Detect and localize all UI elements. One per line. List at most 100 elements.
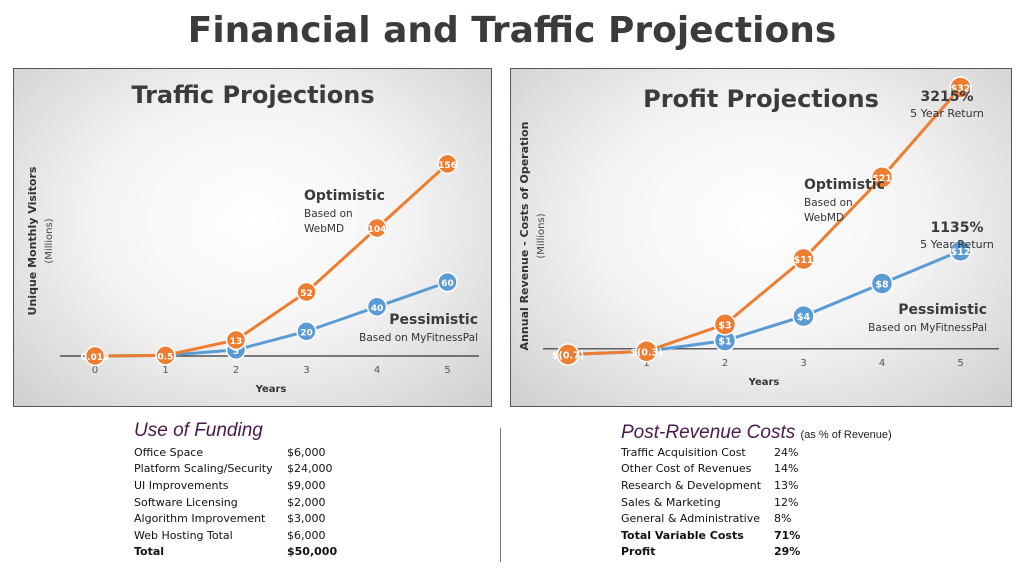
- x-tick-label: 3: [303, 365, 309, 376]
- costs-subtitle: (as % of Revenue): [800, 429, 892, 441]
- funding-row: UI Improvements $9,000: [134, 477, 337, 494]
- cost-row-label: General & Administrative: [621, 512, 760, 526]
- data-label: 5: [233, 347, 239, 357]
- return-percent: 1135%: [931, 220, 984, 236]
- data-label: 104: [368, 225, 387, 235]
- funding-row: Software Licensing $2,000: [134, 494, 337, 511]
- data-label: 13: [230, 337, 243, 347]
- data-point: [84, 345, 106, 367]
- funding-row: Algorithm Improvement $3,000: [134, 510, 337, 527]
- cost-row-value: 14%: [774, 462, 799, 476]
- data-point: [296, 281, 317, 303]
- traffic-chart-panel: Traffic Projections Unique Monthly Visito…: [13, 68, 492, 407]
- costs-table: Traffic Acquisition Cost 24% Other Cost of…: [621, 444, 800, 560]
- cost-total-row-label: Profit: [621, 545, 656, 559]
- data-label: $8: [875, 280, 889, 291]
- data-point: [366, 296, 388, 317]
- series-note: Based on: [304, 208, 353, 220]
- x-tick-label: 4: [374, 365, 380, 376]
- funding-row-label: Office Space: [134, 445, 204, 459]
- funding-row-label: Software Licensing: [134, 495, 238, 509]
- cost-row-label: Sales & Marketing: [621, 495, 721, 509]
- y-axis-label: Annual Revenue - Costs of Operation: [518, 122, 531, 351]
- x-tick-label: 1: [643, 358, 649, 369]
- data-label: $3: [718, 320, 731, 331]
- data-label: $(0.7): [552, 351, 584, 362]
- x-tick-label: 3: [800, 358, 806, 369]
- data-point: [296, 321, 317, 342]
- x-tick-label: 0: [92, 365, 98, 376]
- funding-row-value: $2,000: [287, 495, 326, 509]
- data-label: $12: [951, 247, 971, 258]
- section-divider: [500, 428, 501, 562]
- data-label: 60: [441, 279, 454, 289]
- funding-row-label: Platform Scaling/Security: [134, 462, 273, 476]
- data-label: 0.5: [158, 352, 174, 362]
- profit-chart: Profit Projections Annual Revenue - Costs…: [518, 76, 999, 388]
- chart-title: Profit Projections: [643, 85, 879, 113]
- data-label: $4: [797, 312, 811, 323]
- funding-total-row: Total $50,000: [134, 544, 337, 561]
- y-axis-sublabel: (Millions): [44, 218, 55, 263]
- funding-row-value: $9,000: [287, 478, 326, 492]
- x-axis-label: Years: [255, 384, 287, 395]
- cost-row: General & Administrative 8%: [621, 510, 800, 527]
- cost-row: Sales & Marketing 12%: [621, 494, 800, 511]
- funding-row-label: Web Hosting Total: [134, 528, 233, 542]
- series-line: [567, 86, 962, 357]
- data-point: [792, 304, 815, 328]
- data-label: $(0.3): [630, 347, 662, 358]
- data-point: [949, 76, 972, 99]
- x-tick-label: 2: [233, 365, 239, 376]
- funding-row: Web Hosting Total $6,000: [134, 527, 337, 544]
- series-name: Pessimistic: [898, 302, 987, 318]
- funding-title: Use of Funding: [134, 420, 263, 441]
- return-caption: 5 Year Return: [910, 107, 984, 120]
- data-label: 20: [300, 328, 313, 338]
- funding-row-label: Algorithm Improvement: [134, 512, 266, 526]
- data-point: [155, 345, 176, 366]
- funding-row: Office Space $6,000: [134, 444, 337, 461]
- return-caption: 5 Year Return: [920, 238, 994, 251]
- funding-row-label: UI Improvements: [134, 478, 229, 492]
- x-tick-label: 4: [879, 358, 885, 369]
- x-tick-label: 1: [162, 365, 168, 376]
- y-axis-sublabel: (Millions): [536, 213, 547, 258]
- cost-row-value: 13%: [774, 478, 799, 492]
- data-label: $11: [794, 255, 814, 266]
- x-axis-label: Years: [748, 377, 780, 388]
- data-point: [870, 166, 894, 189]
- funding-row-value: $6,000: [287, 528, 326, 542]
- series-note: WebMD: [304, 223, 344, 235]
- funding-row: Platform Scaling/Security $24,000: [134, 461, 337, 478]
- data-point: [437, 271, 458, 293]
- series-note: Based on: [804, 197, 853, 209]
- profit-chart-panel: Profit Projections Annual Revenue - Costs…: [510, 68, 1012, 407]
- chart-title: Traffic Projections: [131, 81, 374, 109]
- cost-total-row-value: 71%: [774, 528, 801, 542]
- data-point: [225, 329, 247, 351]
- data-label: $1: [718, 337, 731, 348]
- cost-row-label: Traffic Acquisition Cost: [621, 445, 746, 459]
- cost-total-row: Total Variable Costs 71%: [621, 527, 800, 544]
- cost-total-row: Profit 29%: [621, 544, 800, 561]
- funding-row-value: $24,000: [287, 462, 333, 476]
- data-point: [792, 247, 815, 271]
- cost-row-value: 12%: [774, 495, 799, 509]
- funding-total-row-label: Total: [134, 545, 165, 559]
- data-point: [713, 313, 737, 336]
- series-note: Based on MyFitnessPal: [359, 332, 478, 344]
- series-name: Pessimistic: [389, 312, 478, 328]
- cost-row: Research & Development 13%: [621, 477, 800, 494]
- series-name: Optimistic: [304, 188, 385, 204]
- x-tick-label: 2: [722, 358, 728, 369]
- funding-row-value: $6,000: [287, 445, 326, 459]
- cost-total-row-label: Total Variable Costs: [621, 528, 744, 542]
- data-point: [366, 217, 388, 239]
- traffic-chart: Traffic Projections Unique Monthly Visito…: [26, 81, 479, 395]
- data-point: [437, 153, 458, 175]
- data-label: 52: [300, 289, 313, 299]
- data-label: 0.012: [81, 353, 109, 363]
- y-axis-label: Unique Monthly Visitors: [26, 166, 39, 315]
- data-label: $21: [872, 173, 892, 184]
